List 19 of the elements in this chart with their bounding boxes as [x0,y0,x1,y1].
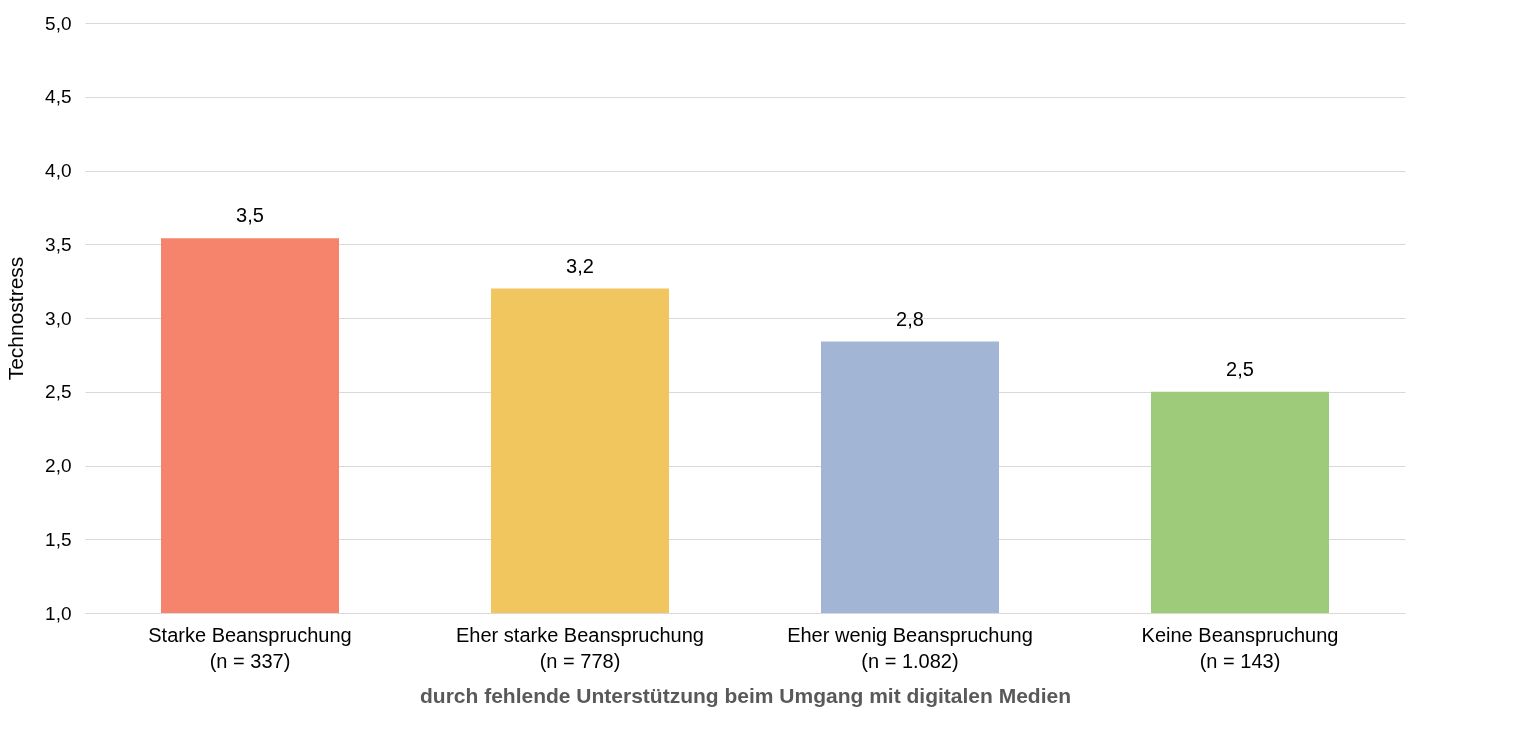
x-axis-title: durch fehlende Unterstützung beim Umgang mit digitalen Medien [419,683,1072,707]
y-tick-label: 2,0 [45,455,72,476]
y-tick-label: 4,0 [45,160,72,181]
y-tick-label: 1,0 [45,602,72,624]
y-tick-label: 2,5 [45,381,72,403]
y-tick-label: 4,5 [45,86,72,108]
y-tick-label: 3,5 [45,233,72,255]
y-tick-label: 3,0 [45,307,72,329]
y-tick-label: 5,0 [45,12,72,34]
x-tick-label: Eher wenig Beanspruchung (n = 1.082) [787,623,1033,672]
y-tick-label: 1,5 [45,528,72,550]
x-tick-label: Starke Beanspruchung (n = 337) [148,623,352,672]
data-label: 3,5 [236,204,264,227]
data-label: 2,8 [896,307,924,330]
x-tick-label: Keine Beanspruchung (n = 143) [1141,623,1339,672]
y-axis-title: Technostress [4,256,28,381]
x-tick-label: Eher starke Beanspruchung (n = 778) [456,623,704,672]
data-label: 2,5 [1226,357,1254,380]
data-label: 3,2 [566,254,594,277]
